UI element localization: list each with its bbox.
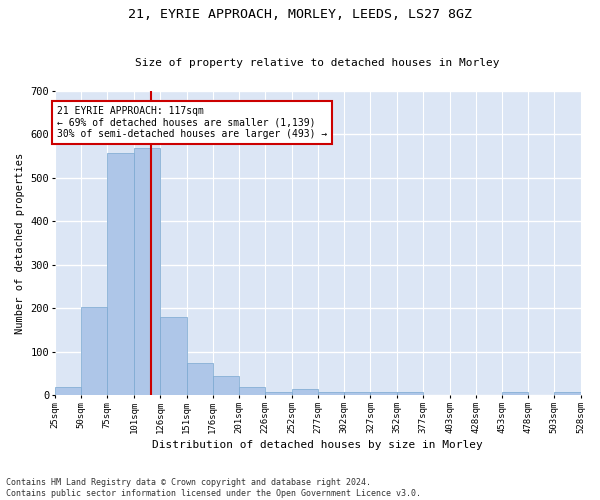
Bar xyxy=(81,306,107,395)
Bar xyxy=(397,392,423,395)
Bar xyxy=(554,392,581,395)
Bar xyxy=(160,317,187,395)
Bar xyxy=(265,392,292,395)
Bar xyxy=(370,392,397,395)
Bar xyxy=(134,148,160,395)
Bar xyxy=(292,389,318,395)
Y-axis label: Number of detached properties: Number of detached properties xyxy=(15,152,25,334)
Bar xyxy=(55,386,81,395)
Bar xyxy=(344,392,370,395)
Text: 21 EYRIE APPROACH: 117sqm
← 69% of detached houses are smaller (1,139)
30% of se: 21 EYRIE APPROACH: 117sqm ← 69% of detac… xyxy=(57,106,327,140)
Bar xyxy=(107,152,134,395)
Bar xyxy=(502,392,528,395)
Title: Size of property relative to detached houses in Morley: Size of property relative to detached ho… xyxy=(136,58,500,68)
Text: 21, EYRIE APPROACH, MORLEY, LEEDS, LS27 8GZ: 21, EYRIE APPROACH, MORLEY, LEEDS, LS27 … xyxy=(128,8,472,20)
Text: Contains HM Land Registry data © Crown copyright and database right 2024.
Contai: Contains HM Land Registry data © Crown c… xyxy=(6,478,421,498)
Bar xyxy=(239,386,265,395)
Bar xyxy=(187,362,212,395)
X-axis label: Distribution of detached houses by size in Morley: Distribution of detached houses by size … xyxy=(152,440,483,450)
Bar xyxy=(318,392,344,395)
Bar xyxy=(212,376,239,395)
